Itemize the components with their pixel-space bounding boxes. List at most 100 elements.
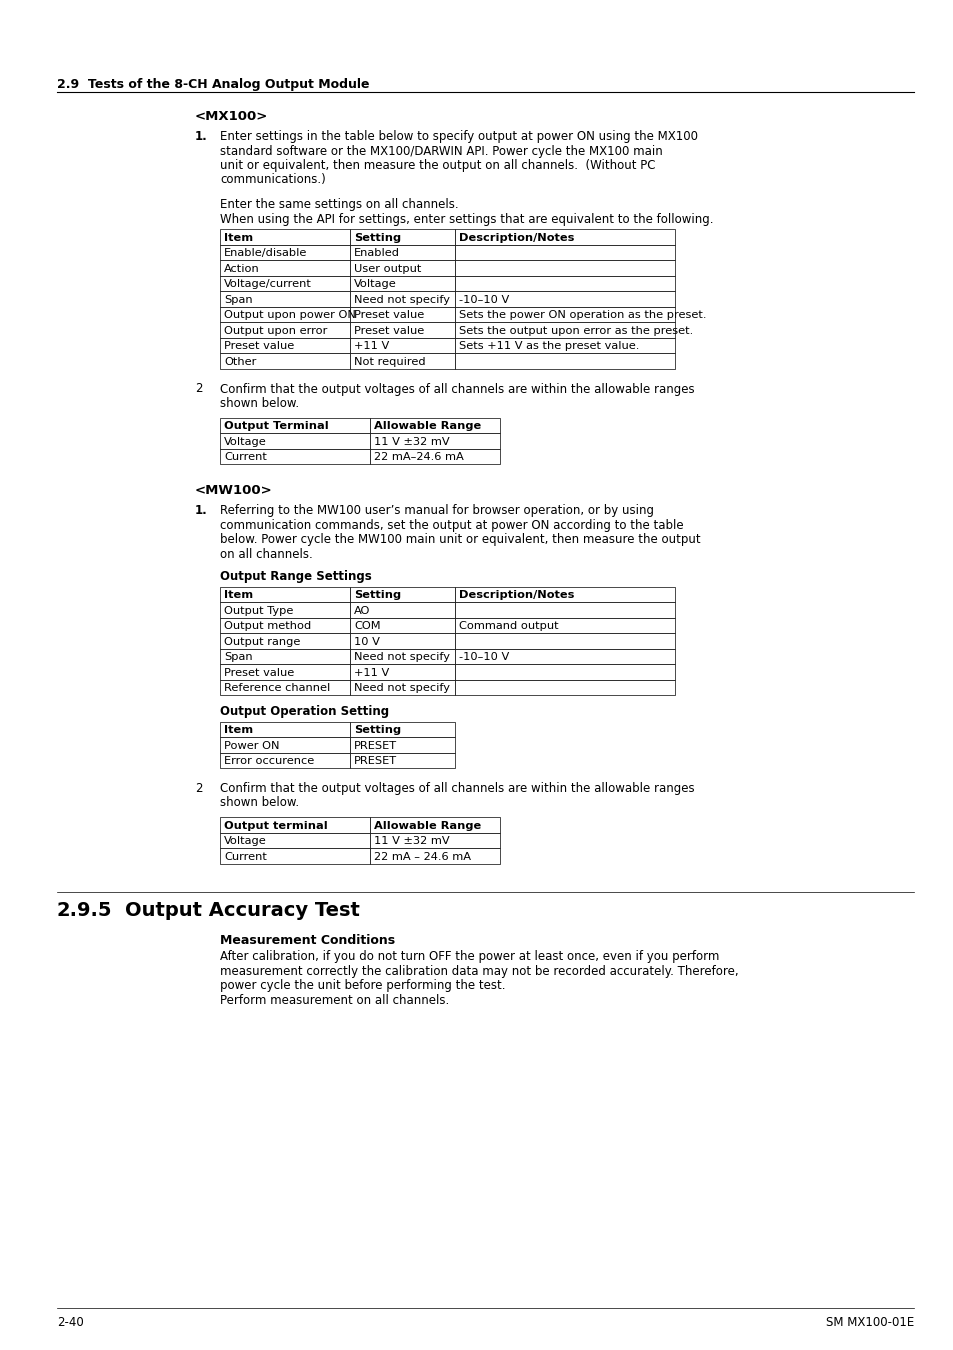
Bar	[350, 664, 455, 679]
Text: Description/Notes: Description/Notes	[458, 590, 574, 601]
Text: Enter settings in the table below to specify output at power ON using the MX100: Enter settings in the table below to spe…	[220, 130, 698, 143]
Text: power cycle the unit before performing the test.: power cycle the unit before performing t…	[220, 979, 505, 992]
Text: Error occurence: Error occurence	[224, 756, 314, 767]
Bar	[350, 648, 455, 664]
Text: <MW100>: <MW100>	[194, 485, 273, 497]
Bar	[350, 752, 455, 768]
Text: Output Operation Setting: Output Operation Setting	[220, 705, 389, 718]
Text: SM MX100-01E: SM MX100-01E	[825, 1316, 913, 1328]
Bar	[350, 602, 455, 617]
Bar	[220, 664, 350, 679]
Text: Enabled: Enabled	[354, 248, 399, 258]
Text: Item: Item	[224, 725, 253, 736]
Bar	[220, 352, 350, 369]
Text: 1.: 1.	[194, 504, 208, 517]
Text: Voltage: Voltage	[224, 836, 267, 846]
Text: Not required: Not required	[354, 356, 425, 367]
Text: Allowable Range: Allowable Range	[374, 821, 480, 830]
Text: 2.9  Tests of the 8-CH Analog Output Module: 2.9 Tests of the 8-CH Analog Output Modu…	[57, 78, 369, 90]
Text: Reference channel: Reference channel	[224, 683, 330, 694]
Bar	[455, 230, 675, 244]
Bar	[220, 275, 350, 292]
Text: 11 V ±32 mV: 11 V ±32 mV	[374, 836, 449, 846]
Bar	[370, 417, 499, 433]
Text: Sets the power ON operation as the preset.: Sets the power ON operation as the prese…	[458, 310, 706, 320]
Text: Span: Span	[224, 294, 253, 305]
Bar	[220, 338, 350, 352]
Bar	[455, 292, 675, 306]
Bar	[370, 848, 499, 864]
Bar	[350, 306, 455, 323]
Text: Power ON: Power ON	[224, 741, 279, 751]
Text: 2: 2	[194, 782, 202, 795]
Bar	[220, 261, 350, 275]
Bar	[350, 721, 455, 737]
Text: <MX100>: <MX100>	[194, 109, 268, 123]
Text: PRESET: PRESET	[354, 741, 396, 751]
Bar	[220, 633, 350, 648]
Text: When using the API for settings, enter settings that are equivalent to the follo: When using the API for settings, enter s…	[220, 212, 713, 225]
Text: Voltage: Voltage	[354, 279, 396, 289]
Text: +11 V: +11 V	[354, 668, 389, 678]
Text: Setting: Setting	[354, 590, 400, 601]
Bar	[220, 306, 350, 323]
Text: Need not specify: Need not specify	[354, 652, 450, 663]
Bar	[350, 244, 455, 261]
Bar	[350, 292, 455, 306]
Text: Output Range Settings: Output Range Settings	[220, 570, 372, 583]
Text: Item: Item	[224, 590, 253, 601]
Text: 10 V: 10 V	[354, 637, 379, 647]
Bar	[220, 230, 350, 244]
Text: on all channels.: on all channels.	[220, 548, 313, 560]
Text: Confirm that the output voltages of all channels are within the allowable ranges: Confirm that the output voltages of all …	[220, 782, 694, 795]
Text: shown below.: shown below.	[220, 397, 299, 410]
Bar	[220, 586, 350, 602]
Text: Measurement Conditions: Measurement Conditions	[220, 933, 395, 946]
Bar	[220, 292, 350, 306]
Text: Preset value: Preset value	[354, 325, 424, 336]
Bar	[370, 433, 499, 448]
Bar	[455, 338, 675, 352]
Bar	[455, 261, 675, 275]
Text: Action: Action	[224, 263, 259, 274]
Text: COM: COM	[354, 621, 380, 632]
Text: Allowable Range: Allowable Range	[374, 421, 480, 431]
Bar	[220, 752, 350, 768]
Bar	[220, 617, 350, 633]
Bar	[455, 586, 675, 602]
Bar	[220, 679, 350, 695]
Text: 1.: 1.	[194, 130, 208, 143]
Bar	[455, 648, 675, 664]
Bar	[455, 244, 675, 261]
Text: 22 mA – 24.6 mA: 22 mA – 24.6 mA	[374, 852, 471, 861]
Bar	[350, 230, 455, 244]
Text: shown below.: shown below.	[220, 796, 299, 810]
Bar	[370, 448, 499, 464]
Bar	[455, 633, 675, 648]
Text: Span: Span	[224, 652, 253, 663]
Bar	[220, 648, 350, 664]
Text: 2-40: 2-40	[57, 1316, 84, 1328]
Text: PRESET: PRESET	[354, 756, 396, 767]
Text: Output upon power ON: Output upon power ON	[224, 310, 355, 320]
Text: 22 mA–24.6 mA: 22 mA–24.6 mA	[374, 452, 463, 462]
Text: Output terminal: Output terminal	[224, 821, 328, 830]
Text: Output range: Output range	[224, 637, 300, 647]
Bar	[350, 679, 455, 695]
Text: Confirm that the output voltages of all channels are within the allowable ranges: Confirm that the output voltages of all …	[220, 382, 694, 396]
Text: communications.): communications.)	[220, 174, 325, 186]
Text: Enter the same settings on all channels.: Enter the same settings on all channels.	[220, 198, 458, 211]
Bar	[220, 602, 350, 617]
Text: Preset value: Preset value	[224, 342, 294, 351]
Text: After calibration, if you do not turn OFF the power at least once, even if you p: After calibration, if you do not turn OF…	[220, 950, 719, 963]
Bar	[220, 323, 350, 338]
Bar	[455, 306, 675, 323]
Text: standard software or the MX100/DARWIN API. Power cycle the MX100 main: standard software or the MX100/DARWIN AP…	[220, 144, 662, 158]
Bar	[455, 679, 675, 695]
Bar	[455, 617, 675, 633]
Text: Other: Other	[224, 356, 256, 367]
Bar	[350, 261, 455, 275]
Text: Voltage: Voltage	[224, 437, 267, 447]
Text: communication commands, set the output at power ON according to the table: communication commands, set the output a…	[220, 518, 683, 532]
Text: Output method: Output method	[224, 621, 311, 632]
